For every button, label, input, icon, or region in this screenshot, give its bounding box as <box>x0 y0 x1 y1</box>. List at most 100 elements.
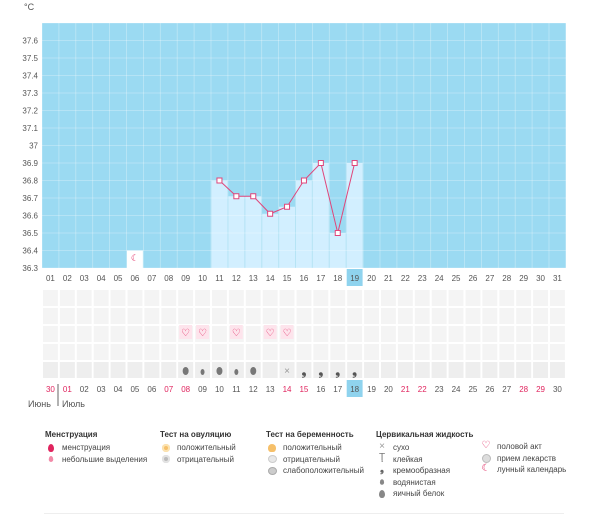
watery-icon <box>234 369 239 375</box>
y-tick-label: 36.6 <box>22 212 38 221</box>
egg-white-icon <box>250 367 257 375</box>
calendar-date: 17 <box>333 385 342 394</box>
row-cell <box>414 290 430 306</box>
row-cell <box>228 344 244 360</box>
row-cell <box>161 326 177 342</box>
temperature-bar <box>228 196 245 268</box>
calendar-date: 06 <box>147 385 156 394</box>
current-day-highlight <box>346 269 363 286</box>
cycle-day-label: 23 <box>418 274 427 283</box>
symptom-rows: ♡ ♡ ♡ ♡ ♡ × ❟ ❟ ❟ ❟ <box>43 290 565 379</box>
y-tick-label: 36.7 <box>22 194 38 203</box>
row-cell <box>59 344 75 360</box>
cycle-day-label: 12 <box>232 274 241 283</box>
egg-white-icon <box>182 367 189 375</box>
row-cell <box>364 326 379 342</box>
cycle-day-label: 04 <box>97 274 106 283</box>
row-cell <box>110 326 126 342</box>
legend-item: ☾ лунный календарь <box>480 463 567 476</box>
row-cell <box>516 308 532 324</box>
calendar-date: 10 <box>215 385 224 394</box>
row-cell <box>482 326 498 342</box>
legend-pregnancy: Тест на беременность положительный отриц… <box>266 430 364 477</box>
row-cell <box>279 308 295 324</box>
row-cell <box>414 308 430 324</box>
pregnancy-negative-icon <box>266 454 278 464</box>
calendar-date: 22 <box>418 385 427 394</box>
row-cell <box>245 290 261 306</box>
fluid-cell <box>465 362 481 378</box>
cycle-day-label: 22 <box>401 274 410 283</box>
bottom-divider <box>44 513 564 514</box>
legend-item: слабоположительный <box>266 465 364 477</box>
fluid-cell <box>144 362 160 378</box>
fluid-cell <box>296 362 312 378</box>
row-cell <box>76 290 92 306</box>
row-cell <box>516 326 532 342</box>
calendar-date: 29 <box>536 385 545 394</box>
lunar-bar <box>127 250 143 268</box>
temperature-point <box>250 193 257 200</box>
row-cell <box>279 344 295 360</box>
fluid-cell <box>110 362 126 378</box>
fluid-cell <box>262 362 278 378</box>
month-label-july: Июль <box>62 399 85 409</box>
heart-cell <box>179 325 193 339</box>
legend-item: положительный <box>266 442 364 454</box>
month-labels: Июнь Июль <box>28 384 85 409</box>
row-cell <box>499 308 515 324</box>
row-cell <box>245 344 261 360</box>
y-tick-label: 37 <box>29 142 38 151</box>
current-date-highlight <box>346 380 363 397</box>
row-cell <box>499 326 515 342</box>
row-cell <box>533 344 548 360</box>
cycle-day-label: 20 <box>367 274 376 283</box>
row-cell <box>161 344 177 360</box>
cycle-day-label: 30 <box>536 274 545 283</box>
legend-label: менструация <box>62 443 111 453</box>
calendar-date: 03 <box>97 385 106 394</box>
row-cell <box>262 290 278 306</box>
row-cell <box>431 308 447 324</box>
row-cell <box>465 290 481 306</box>
dry-icon: × <box>379 440 385 452</box>
row-cell <box>448 344 464 360</box>
legend-item: водянистая <box>376 477 473 489</box>
row-cell <box>533 308 548 324</box>
row-cell <box>482 344 498 360</box>
calendar-dates: 30 01 02 03 04 05 06 07 08 09 10 11 12 13 14 15 16 17 18 19… <box>46 380 562 397</box>
legend-label: небольшие выделения <box>62 454 148 464</box>
cycle-day-label: 21 <box>384 274 393 283</box>
row-cell <box>381 326 396 342</box>
fluid-cell <box>516 362 532 378</box>
row-cell <box>212 344 227 360</box>
fluid-cell <box>279 362 295 378</box>
legend-label: прием лекарств <box>497 453 557 463</box>
calendar-date: 30 <box>46 385 55 394</box>
cycle-day-label: 14 <box>266 274 275 283</box>
fluid-cell <box>533 362 548 378</box>
row-cell <box>296 308 312 324</box>
cycle-day-label: 13 <box>249 274 258 283</box>
row-cell <box>279 290 295 306</box>
fluid-cell <box>347 362 363 378</box>
row-cell <box>448 290 464 306</box>
row-cell <box>313 290 329 306</box>
row-cell <box>110 344 126 360</box>
egg-white-icon <box>376 489 388 499</box>
pregnancy-weak-icon <box>266 466 278 476</box>
legend-label: клейкая <box>393 454 423 464</box>
row-cell <box>161 308 177 324</box>
ovulation-positive-icon <box>160 443 172 453</box>
row-cell <box>364 344 379 360</box>
temperature-bar <box>262 213 279 268</box>
row-cell <box>43 290 58 306</box>
temperature-points <box>216 160 358 236</box>
row-cell <box>245 326 261 342</box>
fluid-cell <box>499 362 515 378</box>
fluid-cell <box>550 362 565 378</box>
legend-item: небольшие выделения <box>45 454 147 466</box>
temperature-point <box>284 203 291 210</box>
row-cell <box>347 290 363 306</box>
row-cell <box>144 290 160 306</box>
